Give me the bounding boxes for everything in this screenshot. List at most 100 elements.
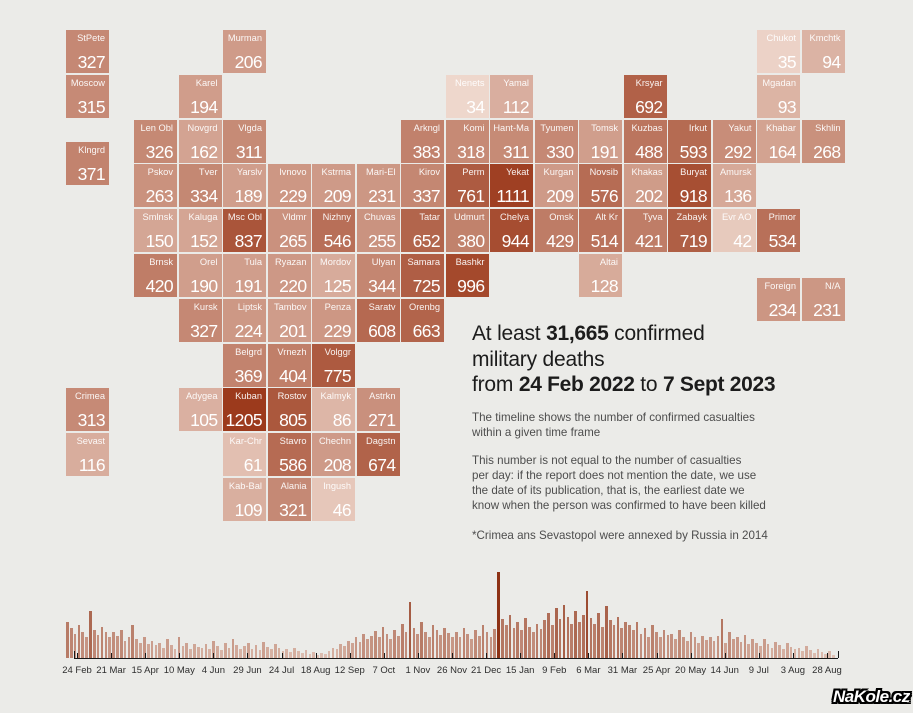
region-label: Alt Kr [595,212,618,223]
timeline-bar [239,649,242,658]
region-value: 380 [457,231,485,252]
region-value: 209 [323,186,352,207]
region-tile-kalmyk: Kalmyk 86 [312,388,355,432]
timeline-bar [570,623,574,658]
timeline-bar [331,647,335,658]
region-value: 1205 [225,410,262,431]
timeline-bar [470,639,473,658]
region-tile-belgrd: Belgrd 369 [223,343,266,387]
timeline-bar [739,641,743,658]
timeline-bar [297,651,300,658]
timeline-bar [308,653,312,658]
region-value: 231 [813,299,841,320]
timeline-bar [400,623,404,658]
region-tile-tver: Tver 334 [178,164,222,208]
summary-text-block: At least 31,665 confirmed military deaths… [472,321,824,543]
timeline-bar [112,632,115,658]
region-label: Udmurt [454,212,485,223]
timeline-bar [69,627,73,658]
region-tile-foreign: Foreign 234 [757,277,800,321]
region-value: 128 [590,276,619,296]
region-label: Omsk [549,212,574,223]
region-value: 234 [768,299,797,320]
region-value: 201 [279,320,307,341]
region-label: Kab-Bal [228,481,262,491]
headline-line2: military deaths [472,347,605,371]
timeline-bar [678,630,681,658]
region-value: 775 [323,365,352,386]
axis-tick-label: 21 Mar [96,665,126,676]
region-tile-perm: Perm 761 [445,164,489,208]
timeline-bar [189,648,192,658]
region-tile-astrkn: Astrkn 271 [356,388,400,432]
headline-prefix: At least [472,322,547,345]
axis-tick-label: 29 Jun [233,665,262,676]
region-label: Sevast [76,436,105,447]
region-value: 164 [768,141,797,162]
region-tile-yamal: Yamal 112 [490,74,533,118]
region-value: 674 [368,455,396,476]
timeline-bar [674,639,677,658]
region-label: Penza [324,301,351,312]
region-value: 94 [822,52,841,72]
region-label: Astrkn [369,391,396,402]
timeline-bar [277,647,281,658]
axis-tick [520,653,522,658]
region-label: Tula [244,257,262,267]
timeline-bar [631,630,635,658]
axis-tick [315,653,317,658]
region-tile-brnsk: Brnsk 420 [134,254,177,297]
axis-tick [213,653,215,658]
timeline-bar [312,651,316,658]
crimea-footnote: *Crimea ans Sevastopol were annexed by R… [472,528,768,542]
axis-tick-label: 31 Mar [607,665,638,676]
timeline-bar [243,645,246,658]
axis-tick [792,653,794,658]
timeline-bar [766,644,770,658]
region-label: Msc Obl [227,212,262,223]
region-tile-hant-ma: Hant-Ma 311 [490,119,533,163]
region-tile-vrnezh: Vrnezh 404 [267,343,311,387]
region-value: 318 [457,141,485,162]
region-label: Novsib [589,167,618,178]
timeline-bar [131,625,135,658]
timeline-bar [339,644,343,658]
region-tile-tambov: Tambov 201 [267,298,311,342]
region-value: 220 [279,276,307,296]
region-value: 719 [679,231,708,252]
region-tile-nizhny: Nizhny 546 [312,209,355,253]
timeline-bar [227,647,231,658]
axis-tick-label: 18 Aug [300,665,331,676]
timeline-bar [381,627,385,658]
region-tile-omsk: Omsk 429 [534,209,578,253]
timeline-bar [200,647,204,658]
timeline-bar [73,633,77,658]
timeline-bar [728,632,731,658]
timeline-bar [212,640,215,658]
region-label: Skhlin [815,122,841,133]
nakole-watermark[interactable]: NaKole.cz [833,687,910,706]
headline-confirmed: confirmed [608,322,705,345]
region-label: Primor [768,212,796,223]
region-label: Evr AO [722,212,752,223]
timeline-bar [77,625,81,658]
region-tile-murman: Murman 206 [223,30,266,73]
region-value: 371 [77,164,106,184]
region-value: 109 [234,500,263,520]
region-tile-amursk: Amursk 136 [712,164,756,208]
region-value: 42 [733,231,752,252]
region-value: 112 [502,96,530,117]
timeline-bar [316,654,319,658]
region-value: 534 [768,231,797,252]
region-tile-orel: Orel 190 [178,254,222,297]
region-label: Bashkr [455,257,485,267]
methodology-note: This number is not equal to the number o… [472,453,766,512]
timeline-bar [477,635,481,658]
region-label: Klngrd [78,145,105,155]
timeline-bar [169,645,173,658]
timeline-bar [816,649,820,658]
region-tile-tatar: Tatar 652 [401,209,444,253]
region-label: Dagstn [366,436,396,447]
timeline-bar [231,639,235,658]
timeline-bar [289,651,292,658]
